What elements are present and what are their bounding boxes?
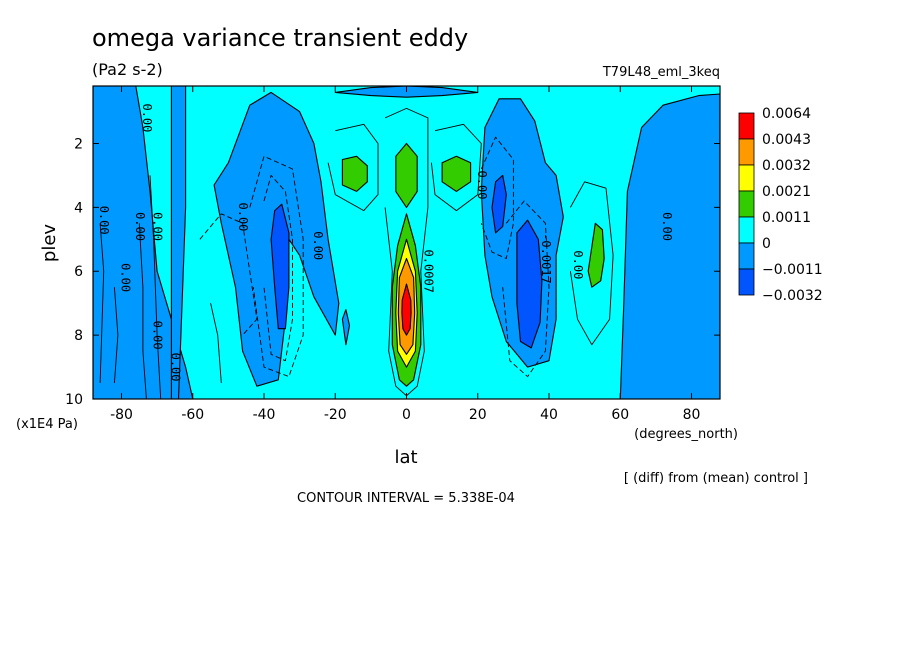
contour-region-8 [491, 174, 507, 234]
contour-label-0: 0.00 [140, 103, 154, 132]
y-tick-label: 8 [74, 328, 83, 344]
x-tick-label: -20 [324, 407, 347, 423]
contour-line-29 [384, 107, 429, 397]
contour-label-1: 0.00 [97, 206, 111, 235]
experiment-label: T79L48_eml_3keq [602, 65, 720, 80]
y-axis-label: plev [39, 224, 60, 263]
colorbar-label: 0.0021 [762, 184, 811, 200]
contour-region-5 [619, 93, 720, 399]
contour-line-24 [199, 213, 258, 336]
contour-region-6 [341, 309, 351, 346]
diff-note: [ (diff) from (mean) control ] [624, 471, 808, 486]
contour-region-14 [587, 222, 605, 288]
colorbar-swatch [738, 216, 755, 244]
contour-region-11 [441, 155, 472, 192]
contour-line-19 [138, 223, 147, 399]
colorbar-label: −0.0032 [762, 288, 823, 304]
y-tick-label: 2 [74, 136, 83, 152]
contour-region-1 [170, 86, 187, 399]
colorbar-swatch [738, 138, 755, 166]
y-tick-label: 6 [74, 264, 83, 280]
contour-region-9 [516, 219, 543, 349]
colorbar-label: 0.0011 [762, 210, 811, 226]
x-tick-label: -40 [253, 407, 276, 423]
contour-line-20 [99, 223, 105, 384]
contour-line-21 [113, 287, 119, 384]
contour-label-10: 0.00 [475, 171, 489, 200]
x-tick-label: 40 [540, 407, 558, 423]
colorbar-swatch [738, 242, 755, 270]
contour-label-11: -0.0017 [539, 233, 553, 284]
contour-label-9: 0.0007 [421, 250, 435, 293]
contour-label-2: 0.00 [133, 212, 147, 241]
contour-label-12: 0.00 [571, 250, 585, 279]
contour-region-7 [270, 203, 290, 330]
units-label: (Pa2 s-2) [92, 60, 163, 79]
contour-label-4: 0.00 [119, 263, 133, 292]
contour-line-18 [149, 175, 162, 399]
contour-line-23 [249, 155, 304, 378]
contour-label-3: 0.00 [151, 212, 165, 241]
contour-interval: CONTOUR INTERVAL = 5.338E-04 [297, 491, 515, 506]
colorbar-swatch [738, 112, 755, 140]
x-axis-ticks: -80 -60 -40 -20 0 20 40 60 80 [110, 86, 700, 423]
colorbar-swatch [738, 268, 755, 296]
chart-title: omega variance transient eddy [92, 24, 468, 52]
y-axis-units: (x1E4 Pa) [16, 417, 78, 432]
contour-line-30 [569, 181, 614, 346]
y-tick-label: 10 [65, 392, 83, 408]
contour-region-0 [93, 86, 194, 399]
contour-region-10 [341, 155, 368, 192]
contour-line-27 [327, 123, 379, 212]
contour-label-6: 0.00 [168, 353, 182, 382]
contour-label-7: 0.00 [236, 202, 250, 231]
contour-line-28 [430, 123, 482, 212]
colorbar-label: −0.0011 [762, 262, 823, 278]
contour-label-13: 0.00 [660, 212, 674, 241]
contour-line-22 [263, 174, 293, 362]
contour-region-12 [395, 142, 418, 208]
x-tick-label: 20 [469, 407, 487, 423]
x-axis-units: (degrees_north) [634, 427, 738, 442]
colorbar-label: 0.0064 [762, 106, 811, 122]
colorbar-label: 0.0043 [762, 132, 811, 148]
contour-region-17 [401, 283, 412, 336]
contour-label-5: 0.00 [151, 321, 165, 350]
contour-label-8: 0.00 [311, 231, 325, 260]
colorbar-label: 0.0032 [762, 158, 811, 174]
colorbar-swatch [738, 190, 755, 218]
contour-line-25 [480, 136, 514, 259]
x-tick-label: 60 [611, 407, 629, 423]
contour-line-26 [502, 200, 550, 378]
x-tick-label: 0 [402, 407, 411, 423]
colorbar-label: 0 [762, 236, 771, 252]
x-tick-label: -60 [181, 407, 204, 423]
x-axis-label: lat [394, 447, 417, 468]
x-tick-label: 80 [683, 407, 701, 423]
colorbar-swatch [738, 164, 755, 192]
colorbar: 0.0064 0.0043 0.0032 0.0021 0.0011 0 −0.0011 −0… [738, 106, 823, 304]
x-tick-label: -80 [110, 407, 133, 423]
contour-line-31 [210, 303, 222, 384]
contour-field: 0.000.00 0.00 0.000.000.000.000.000.000.00… [93, 86, 720, 399]
y-tick-label: 4 [74, 200, 83, 216]
y-axis-ticks: 2 4 6 8 10 [65, 136, 720, 408]
